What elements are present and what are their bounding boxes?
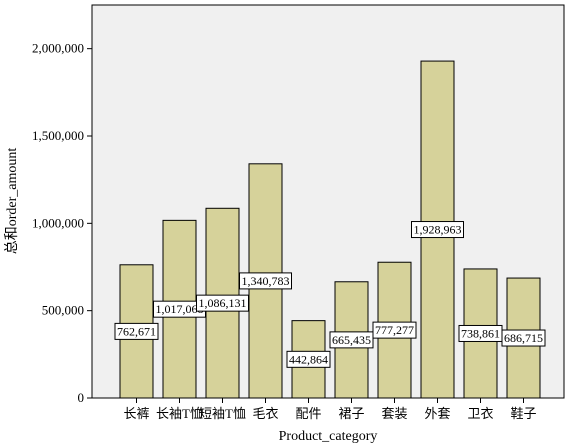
x-tick-label: 长袖T恤 bbox=[156, 406, 203, 421]
x-tick-label: 外套 bbox=[424, 406, 450, 421]
data-label: 665,435 bbox=[332, 333, 371, 347]
x-axis-title: Product_category bbox=[279, 429, 378, 444]
y-axis-title: 总和order_amount bbox=[4, 148, 20, 255]
x-tick-label: 裙子 bbox=[338, 406, 364, 421]
x-tick-label: 短袖T恤 bbox=[199, 406, 246, 421]
y-axis: 0 500,000 1,000,000 1,500,000 2,000,000 bbox=[32, 41, 92, 405]
data-label: 762,671 bbox=[117, 324, 156, 338]
x-tick-label: 鞋子 bbox=[510, 406, 536, 421]
x-tick-label: 长裤 bbox=[123, 406, 149, 421]
data-label: 1,017,068 bbox=[156, 302, 204, 316]
data-label-box bbox=[239, 272, 292, 290]
data-label-box bbox=[114, 322, 159, 340]
y-tick-label: 1,500,000 bbox=[32, 128, 84, 143]
y-tick-label: 500,000 bbox=[42, 303, 84, 318]
data-label-box bbox=[501, 329, 546, 347]
y-tick-label: 2,000,000 bbox=[32, 41, 84, 56]
data-label-box bbox=[196, 294, 249, 312]
x-tick-label: 毛衣 bbox=[252, 406, 278, 421]
y-tick-label: 1,000,000 bbox=[32, 215, 84, 230]
data-label: 1,928,963 bbox=[414, 223, 462, 237]
x-tick-label: 套装 bbox=[381, 406, 407, 421]
data-label: 442,864 bbox=[289, 352, 328, 366]
data-label-box bbox=[329, 331, 374, 349]
x-tick-label: 配件 bbox=[295, 406, 321, 421]
y-tick-label: 0 bbox=[78, 390, 85, 405]
data-label: 738,861 bbox=[461, 326, 500, 340]
data-label: 1,086,131 bbox=[199, 296, 247, 310]
data-label-box bbox=[411, 221, 464, 239]
data-label: 777,277 bbox=[375, 323, 414, 337]
data-label: 1,340,783 bbox=[242, 274, 290, 288]
data-label-box bbox=[372, 321, 417, 339]
data-label: 686,715 bbox=[504, 331, 543, 345]
x-tick-label: 卫衣 bbox=[467, 406, 493, 421]
data-label-box bbox=[286, 350, 331, 368]
